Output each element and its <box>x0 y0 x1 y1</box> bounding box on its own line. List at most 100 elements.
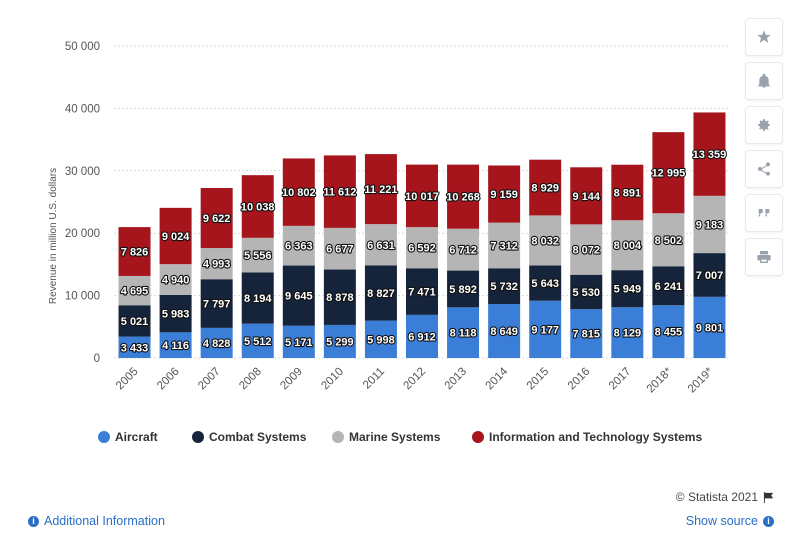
bar-segment[interactable] <box>241 272 274 324</box>
bar-segment[interactable] <box>570 274 603 310</box>
flag-icon[interactable] <box>763 491 774 503</box>
bar-segment[interactable] <box>529 265 562 301</box>
bar-segment[interactable] <box>693 112 726 196</box>
bar-segment[interactable] <box>241 175 274 238</box>
bar-segment[interactable] <box>406 227 438 269</box>
data-label: 10 268 <box>446 192 480 204</box>
data-label: 8 455 <box>655 327 683 339</box>
bar-segment[interactable] <box>693 253 726 297</box>
bar-segment[interactable] <box>282 158 315 226</box>
bar-segment[interactable] <box>488 165 521 223</box>
bar-segment[interactable] <box>118 305 151 337</box>
additional-information-link[interactable]: i Additional Information <box>28 514 165 528</box>
bar-segment[interactable] <box>447 164 480 229</box>
bar-segment[interactable] <box>611 270 644 308</box>
x-tick-label: 2009 <box>278 366 305 393</box>
bar-segment[interactable] <box>488 304 521 358</box>
bar-segment[interactable] <box>200 327 233 358</box>
bar-segment[interactable] <box>159 264 192 295</box>
bar-segment[interactable] <box>447 307 480 358</box>
bar-segment[interactable] <box>652 132 685 214</box>
cite-button[interactable] <box>745 194 783 232</box>
legend-marker <box>332 431 344 443</box>
bar-segment[interactable] <box>241 323 274 358</box>
data-label: 8 891 <box>614 187 642 199</box>
data-label: 6 712 <box>449 245 477 257</box>
bar-segment[interactable] <box>364 154 397 225</box>
bar-segment[interactable] <box>652 213 685 267</box>
bar-segment[interactable] <box>200 188 233 249</box>
bar-segment[interactable] <box>364 320 397 358</box>
bar-segment[interactable] <box>652 266 685 306</box>
bar-segment[interactable] <box>652 305 685 358</box>
data-label: 8 032 <box>531 235 559 247</box>
data-label: 6 363 <box>285 241 313 253</box>
legend-marker <box>192 431 204 443</box>
data-label: 11 612 <box>323 187 356 199</box>
bar-segment[interactable] <box>570 224 603 275</box>
bar-segment[interactable] <box>529 215 562 266</box>
data-label: 7 312 <box>490 240 518 252</box>
data-label: 7 797 <box>203 299 231 311</box>
bar-segment[interactable] <box>693 195 726 254</box>
legend-label[interactable]: Information and Technology Systems <box>489 430 702 444</box>
favorite-button[interactable] <box>745 18 783 56</box>
bar-segment[interactable] <box>200 279 233 328</box>
quote-icon <box>758 209 770 217</box>
print-button[interactable] <box>745 238 783 276</box>
data-label: 9 622 <box>203 213 231 225</box>
bar-segment[interactable] <box>447 270 480 308</box>
bar-segment[interactable] <box>323 227 356 270</box>
x-tick-label: 2014 <box>484 365 511 392</box>
bar-segment[interactable] <box>611 164 644 221</box>
bar-segment[interactable] <box>529 159 562 216</box>
legend-label[interactable]: Aircraft <box>115 430 158 444</box>
data-label: 4 116 <box>162 340 189 352</box>
bar-segment[interactable] <box>282 325 315 358</box>
bar-segment[interactable] <box>159 332 192 358</box>
bar-segment[interactable] <box>611 220 644 271</box>
data-label: 5 732 <box>490 281 518 293</box>
legend-label[interactable]: Marine Systems <box>349 430 441 444</box>
bar-segment[interactable] <box>200 248 233 280</box>
data-label: 5 892 <box>449 284 477 296</box>
bar-segment[interactable] <box>406 164 438 228</box>
share-button[interactable] <box>745 150 783 188</box>
y-tick-label: 0 <box>94 353 100 365</box>
bar-segment[interactable] <box>241 237 274 273</box>
bar-segment[interactable] <box>364 224 397 266</box>
bar-segment[interactable] <box>323 324 356 358</box>
bar-segment[interactable] <box>529 300 562 358</box>
data-label: 9 177 <box>531 324 559 336</box>
bar-segment[interactable] <box>118 227 151 276</box>
legend-label[interactable]: Combat Systems <box>209 430 307 444</box>
bar-segment[interactable] <box>406 268 438 315</box>
bar-segment[interactable] <box>570 309 603 358</box>
bar-segment[interactable] <box>406 314 438 358</box>
bar-segment[interactable] <box>693 296 726 358</box>
show-source-link[interactable]: Show source i <box>686 514 774 528</box>
x-tick-label: 2013 <box>443 366 470 393</box>
bar-segment[interactable] <box>282 265 315 326</box>
bar-segment[interactable] <box>447 228 480 271</box>
bar-segment[interactable] <box>323 155 356 228</box>
bar-segment[interactable] <box>611 307 644 358</box>
bar-segment[interactable] <box>488 222 521 269</box>
bar-segment[interactable] <box>159 294 192 333</box>
bar-segment[interactable] <box>118 336 151 358</box>
bar-segment[interactable] <box>118 275 151 306</box>
data-label: 5 512 <box>244 336 272 348</box>
additional-information-label: Additional Information <box>44 514 165 528</box>
x-tick-label: 2018* <box>645 365 675 395</box>
bar-segment[interactable] <box>570 167 603 225</box>
notification-button[interactable] <box>745 62 783 100</box>
bar-segment[interactable] <box>323 269 356 325</box>
bar-segment[interactable] <box>488 268 521 305</box>
bar-segment[interactable] <box>364 265 397 321</box>
bar-segment[interactable] <box>282 225 315 266</box>
x-tick-label: 2010 <box>319 366 346 393</box>
x-tick-label: 2007 <box>196 366 223 393</box>
bar-segment[interactable] <box>159 207 192 265</box>
settings-button[interactable] <box>745 106 783 144</box>
data-label: 8 072 <box>573 245 601 257</box>
